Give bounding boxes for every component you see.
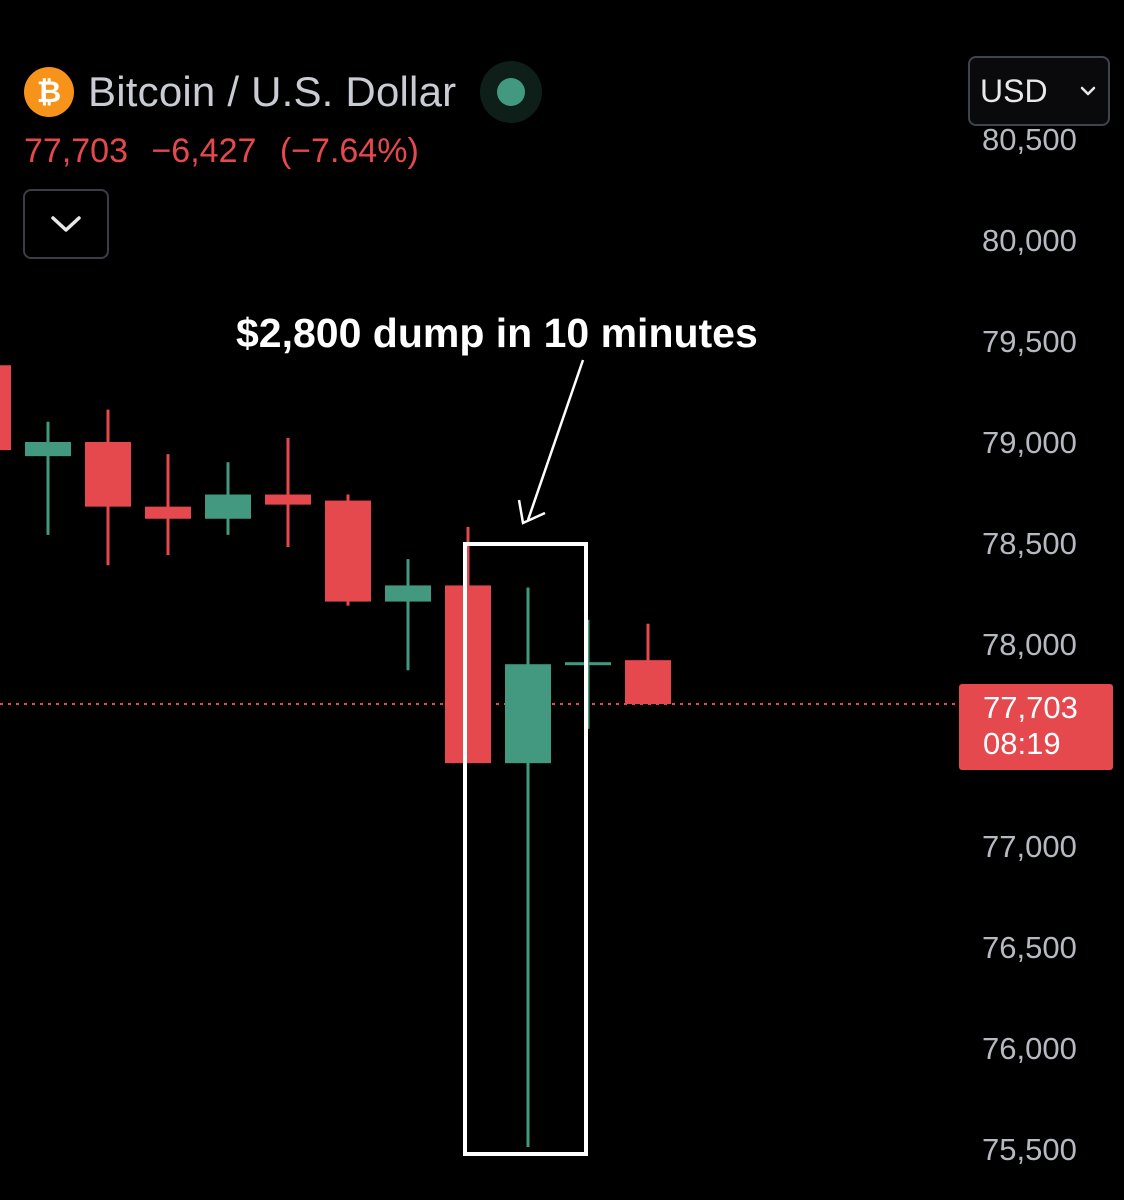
- chevron-down-icon: [1080, 86, 1096, 96]
- candle-body: [385, 585, 431, 602]
- candle-body: [505, 664, 551, 764]
- bitcoin-icon: ₿: [24, 67, 74, 117]
- candles-group: [0, 365, 671, 1147]
- price-tag-value: 77,703: [983, 690, 1078, 725]
- price-change-percent: (−7.64%): [279, 132, 419, 170]
- price-change: −6,427: [151, 132, 257, 170]
- candle-body: [625, 660, 671, 704]
- annotation-arrow: [517, 359, 585, 525]
- candle-body: [85, 442, 131, 507]
- axis-label: 79,500: [982, 324, 1077, 359]
- axis-label: 78,000: [982, 627, 1077, 662]
- quote-line: 77,703 −6,427 (−7.64%): [24, 132, 433, 171]
- collapse-button[interactable]: [23, 189, 109, 259]
- highlight-box: [463, 542, 588, 1156]
- axis-label: 77,000: [982, 829, 1077, 864]
- axis-label: 80,500: [982, 122, 1077, 157]
- candle-body: [25, 442, 71, 457]
- axis-label: 80,000: [982, 223, 1077, 258]
- axis-label: 75,500: [982, 1132, 1077, 1167]
- currency-label: USD: [980, 72, 1048, 109]
- axis-label: 76,000: [982, 1031, 1077, 1066]
- currency-select[interactable]: USD: [968, 56, 1110, 126]
- candle-body: [265, 494, 311, 505]
- annotation-label: $2,800 dump in 10 minutes: [236, 310, 758, 356]
- last-price-tag: 77,703 08:19: [959, 684, 1113, 770]
- axis-label: 76,500: [982, 930, 1077, 965]
- candle-body: [445, 585, 491, 764]
- candle-countdown: 08:19: [983, 726, 1061, 761]
- symbol-header: ₿ Bitcoin / U.S. Dollar: [24, 61, 543, 123]
- symbol-title: Bitcoin / U.S. Dollar: [88, 68, 457, 115]
- market-status-icon[interactable]: [480, 61, 543, 123]
- candle-body: [0, 365, 11, 451]
- candle-body: [145, 506, 191, 519]
- candle-body: [205, 494, 251, 519]
- chevron-down-icon: [51, 216, 81, 232]
- axis-label: 78,500: [982, 526, 1077, 561]
- axis-label: 79,000: [982, 425, 1077, 460]
- candle-body: [325, 500, 371, 602]
- svg-text:₿: ₿: [37, 75, 61, 110]
- last-price: 77,703: [24, 132, 128, 170]
